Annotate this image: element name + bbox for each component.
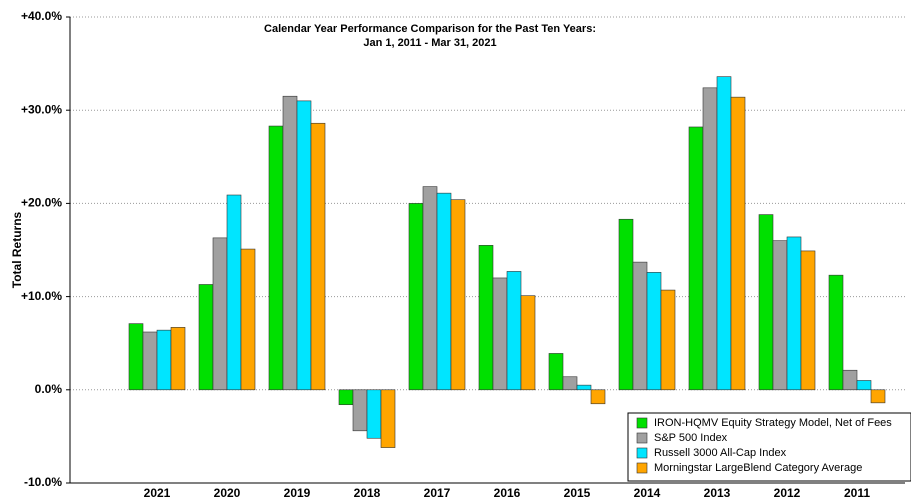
x-tick-label: 2016 (494, 486, 521, 500)
bar (828, 274, 844, 391)
bar (156, 329, 172, 391)
bar (772, 240, 788, 391)
bar (856, 380, 872, 391)
x-tick-label: 2020 (214, 486, 241, 500)
bar (800, 250, 816, 391)
legend-swatch (636, 462, 648, 474)
bar (240, 248, 256, 391)
chart-title: Calendar Year Performance Comparison for… (264, 23, 596, 35)
bar (548, 353, 564, 391)
bar (786, 236, 802, 391)
bar (842, 369, 858, 391)
bar (422, 186, 438, 391)
bar (268, 125, 284, 391)
x-tick-label: 2015 (564, 486, 591, 500)
legend-label: Russell 3000 All-Cap Index (654, 447, 787, 459)
y-axis-label: Total Returns (10, 211, 24, 288)
bar (870, 389, 886, 404)
bar (618, 218, 634, 391)
bar (716, 76, 732, 391)
bar (646, 272, 662, 391)
y-tick-label: +40.0% (21, 9, 62, 23)
bar (198, 284, 214, 391)
bar (366, 389, 382, 439)
bar (576, 384, 592, 391)
legend-label: IRON-HQMV Equity Strategy Model, Net of … (654, 417, 892, 429)
bar (492, 277, 508, 391)
y-tick-label: 0.0% (35, 382, 63, 396)
x-tick-label: 2019 (284, 486, 311, 500)
bar (660, 289, 676, 391)
legend-label: S&P 500 Index (654, 432, 728, 444)
bar (128, 323, 144, 391)
legend-box (627, 412, 911, 482)
bar (436, 192, 452, 391)
bar (702, 87, 718, 391)
legend-label: Morningstar LargeBlend Category Average (654, 462, 862, 474)
x-tick-label: 2011 (844, 486, 870, 500)
bar (282, 95, 298, 391)
bar (562, 376, 578, 391)
bar (730, 96, 746, 391)
bar (688, 126, 704, 391)
legend-swatch (636, 447, 648, 459)
x-tick-label: 2018 (354, 486, 381, 500)
bar (506, 271, 522, 391)
x-tick-label: 2012 (774, 486, 801, 500)
bar (170, 327, 186, 391)
y-tick-label: +10.0% (21, 289, 62, 303)
legend: IRON-HQMV Equity Strategy Model, Net of … (627, 412, 911, 482)
bar (758, 214, 774, 391)
bar (632, 261, 648, 391)
y-tick-label: -10.0% (24, 475, 62, 489)
x-tick-label: 2013 (704, 486, 731, 500)
bar (338, 389, 354, 406)
bar (212, 237, 228, 391)
x-tick-label: 2021 (144, 486, 171, 500)
y-tick-label: +30.0% (21, 102, 62, 116)
bar (520, 295, 536, 391)
bar (352, 389, 368, 432)
bar (310, 122, 326, 391)
bar (590, 389, 606, 405)
bar (450, 199, 466, 391)
bar (226, 194, 242, 391)
bar (408, 203, 424, 391)
bar (142, 331, 158, 391)
bar (478, 245, 494, 391)
chart-subtitle: Jan 1, 2011 - Mar 31, 2021 (363, 37, 496, 49)
x-tick-label: 2017 (424, 486, 451, 500)
legend-swatch (636, 432, 648, 444)
bar (296, 100, 312, 391)
legend-swatch (636, 417, 648, 429)
bar (380, 389, 396, 448)
x-tick-label: 2014 (634, 486, 661, 500)
y-tick-label: +20.0% (21, 196, 62, 210)
